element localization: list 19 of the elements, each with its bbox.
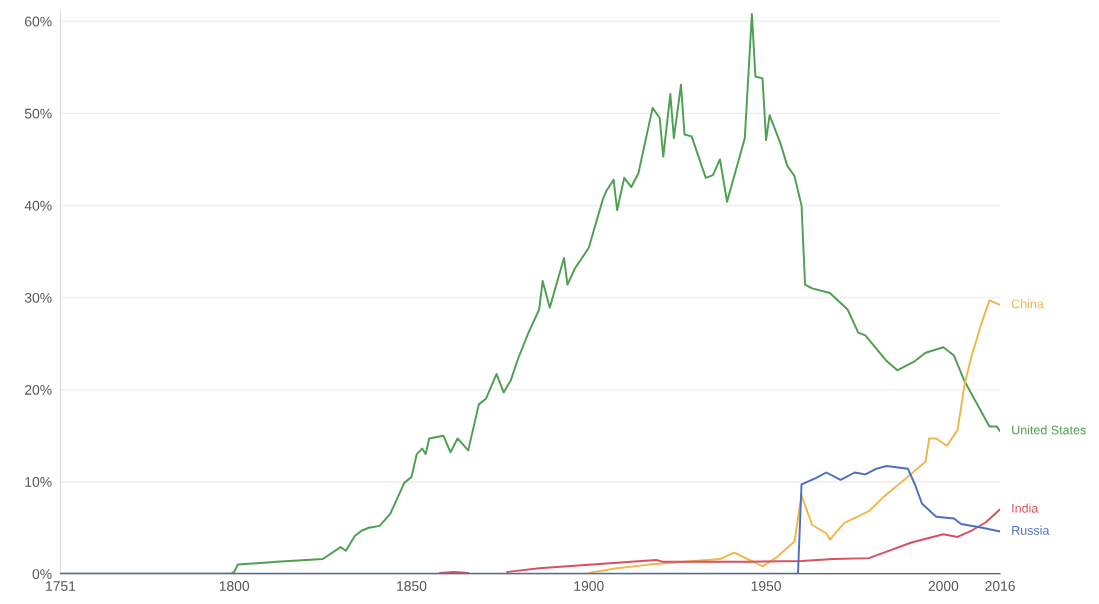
y-tick-label: 10% [25,477,52,487]
y-tick-label: 60% [25,16,52,27]
y-tick-label: 50% [24,108,52,119]
x-tick-label: 1751 [46,581,76,591]
x-tick-label: 1800 [219,581,250,591]
y-tick-label: 40% [24,200,52,211]
series-label: China [1011,299,1044,309]
y-tick-label: 20% [25,384,52,395]
series-label: India [1012,503,1039,513]
x-tick-label: 1900 [574,581,604,591]
x-tick-label: 2000 [928,581,959,591]
x-tick-label: 1850 [397,581,427,591]
series-label: United States [1012,425,1086,435]
y-tick-label: 0% [32,569,52,579]
x-tick-label: 2016 [985,581,1015,591]
series-label: Russia [1012,525,1050,535]
x-tick-label: 1950 [751,581,781,591]
y-tick-label: 30% [24,292,52,303]
line-series [587,299,1001,574]
